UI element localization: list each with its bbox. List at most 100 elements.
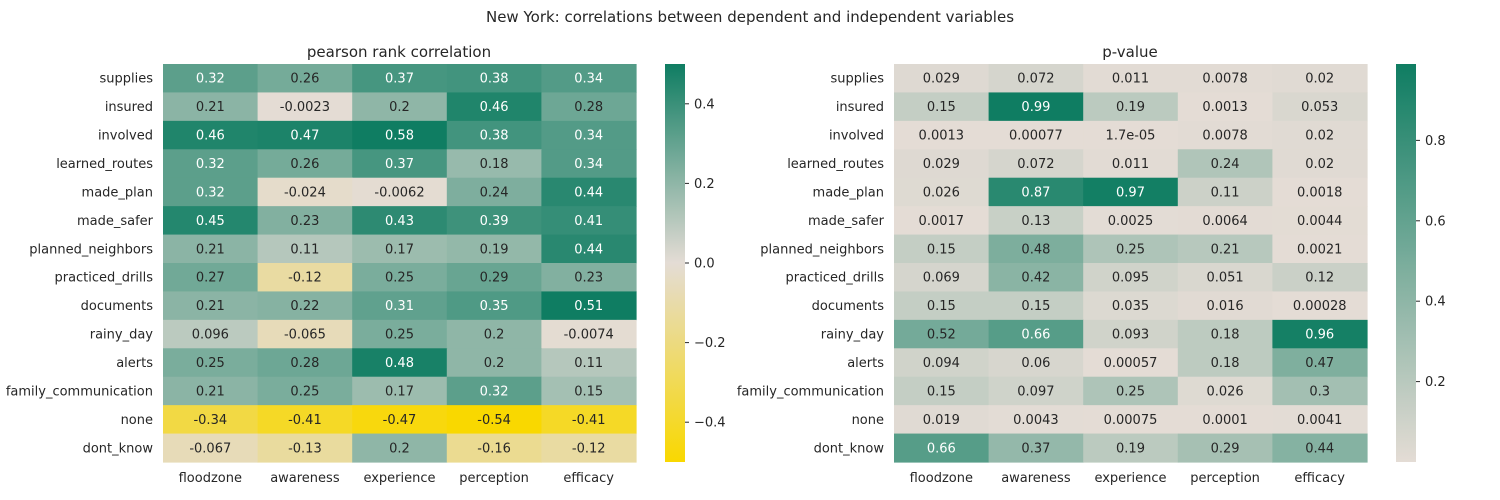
heatmap-left-cell <box>352 120 448 150</box>
heatmap-right-cell-label: 0.0078 <box>1202 72 1248 87</box>
heatmap-right-cell-label: 0.0041 <box>1297 413 1343 428</box>
heatmap-right-cell <box>1083 92 1179 122</box>
heatmap-left-cell <box>352 149 448 179</box>
heatmap-left-cell <box>257 348 353 378</box>
heatmap-left-cell-label: 0.2 <box>484 328 505 343</box>
heatmap-left-cell <box>352 405 448 435</box>
heatmap-right-cell <box>1272 433 1368 463</box>
heatmap-left-cell <box>257 291 353 321</box>
heatmap-right-cell <box>1177 376 1273 406</box>
heatmap-right-cell <box>1083 120 1179 150</box>
heatmap-left-cell-label: 0.34 <box>574 72 603 87</box>
heatmap-left-row-label: insured <box>105 100 153 115</box>
heatmap-left-cell-label: 0.44 <box>574 185 603 200</box>
heatmap-left-cell-label: 0.34 <box>574 157 603 172</box>
heatmap-left-row-label: learned_routes <box>56 157 153 172</box>
heatmap-right-cell <box>988 348 1084 378</box>
heatmap-right-cell-label: 0.18 <box>1211 356 1240 371</box>
heatmap-left-cell <box>446 376 542 406</box>
heatmap-right-cell <box>1177 120 1273 150</box>
heatmap-right-cell <box>1272 376 1368 406</box>
heatmap-left-cell <box>163 234 259 264</box>
colorbar-left-tick-label: 0.4 <box>694 97 715 112</box>
heatmap-left-cell <box>163 64 259 94</box>
heatmap-right-cell-label: 0.016 <box>1206 299 1243 314</box>
heatmap-left-cell-label: -0.12 <box>288 271 322 286</box>
heatmap-right-cell-label: 0.02 <box>1305 129 1334 144</box>
heatmap-left-cell-label: 0.15 <box>574 384 603 399</box>
heatmap-left-cell <box>257 376 353 406</box>
heatmap-right-cell-label: 0.44 <box>1305 441 1334 456</box>
heatmap-left-cell-label: 0.34 <box>574 129 603 144</box>
heatmap-right-cell <box>1272 263 1368 293</box>
heatmap-left-cell-label: 0.51 <box>574 299 603 314</box>
heatmap-right-cell-label: 0.42 <box>1021 271 1050 286</box>
heatmap-left-cell <box>446 405 542 435</box>
heatmap-left-cell <box>541 433 637 463</box>
heatmap-left-cell <box>541 291 637 321</box>
heatmap-right-cell <box>894 291 990 321</box>
heatmap-right-row-label: none <box>852 413 884 428</box>
heatmap-left-cell <box>541 64 637 94</box>
colorbar-right-tick-label: 0.4 <box>1425 295 1446 310</box>
heatmap-left-cell-label: -0.47 <box>383 413 417 428</box>
heatmap-left-cell <box>541 92 637 122</box>
heatmap-left-cell-label: -0.067 <box>189 441 231 456</box>
heatmap-right-cell-label: 0.02 <box>1305 72 1334 87</box>
heatmap-right-cell <box>894 177 990 207</box>
heatmap-right: 0.029 0.072 0.011 0.0078 0.02 0.15 0.99 0.19 0.0… <box>737 64 1368 486</box>
heatmap-right-cell-label: 0.0013 <box>1202 100 1248 115</box>
heatmap-right-cell <box>1177 64 1273 94</box>
heatmap-right-cell <box>988 433 1084 463</box>
heatmap-left-cell-label: 0.23 <box>574 271 603 286</box>
heatmap-left-cell-label: 0.19 <box>480 242 509 257</box>
heatmap-left-cell-label: -0.0062 <box>374 185 424 200</box>
heatmap-left-cell <box>446 319 542 349</box>
heatmap-right-cell <box>1177 319 1273 349</box>
heatmap-right-cell <box>1083 177 1179 207</box>
heatmap-right-cell <box>988 149 1084 179</box>
heatmap-left-cell-label: -0.13 <box>288 441 322 456</box>
heatmap-right-cell-label: 0.019 <box>923 413 960 428</box>
heatmap-left-cell-label: 0.32 <box>196 185 225 200</box>
colorbar-left-tick-label: 0.0 <box>694 257 715 272</box>
heatmap-left-row-label: family_communication <box>6 384 153 399</box>
heatmap-right-cell-label: 0.18 <box>1211 328 1240 343</box>
heatmap-right-cell <box>1083 376 1179 406</box>
colorbar-right-tick-label: 0.2 <box>1425 375 1446 390</box>
heatmap-right-cell-label: 1.7e-05 <box>1106 129 1156 144</box>
heatmap-right-cell-label: 0.21 <box>1211 242 1240 257</box>
heatmap-left-cell-label: 0.22 <box>290 299 319 314</box>
heatmap-left-row-label: rainy_day <box>90 328 154 343</box>
colorbar-left: −0.4 −0.2 0.0 0.2 0.4 <box>665 64 726 462</box>
heatmap-left-row-label: none <box>121 413 153 428</box>
heatmap-left-cell-label: 0.31 <box>385 299 414 314</box>
heatmap-left-cell-label: 0.46 <box>480 100 509 115</box>
heatmap-left-cell <box>446 177 542 207</box>
heatmap-left-cell-label: 0.2 <box>389 100 410 115</box>
heatmap-left-cell <box>541 376 637 406</box>
heatmap-right-cell <box>1083 149 1179 179</box>
heatmap-left-cell <box>352 319 448 349</box>
heatmap-left-cell <box>257 92 353 122</box>
heatmap-left-cell-label: 0.32 <box>196 72 225 87</box>
heatmap-right-cell <box>1177 405 1273 435</box>
heatmap-right-row-label: made_plan <box>813 185 884 200</box>
heatmap-right-cell-label: 0.25 <box>1116 242 1145 257</box>
heatmap-left-cell-label: 0.27 <box>196 271 225 286</box>
heatmap-left-cell <box>352 206 448 236</box>
heatmap-right-row-label: supplies <box>830 72 884 87</box>
heatmap-left-cell <box>352 291 448 321</box>
heatmap-left-cell <box>541 177 637 207</box>
heatmap-right-cell-label: 0.15 <box>1021 299 1050 314</box>
heatmap-right-col-label: efficacy <box>1294 471 1345 486</box>
heatmap-right-cell <box>988 234 1084 264</box>
heatmap-right-cell-label: 0.37 <box>1021 441 1050 456</box>
heatmap-right-cell-label: 0.24 <box>1211 157 1240 172</box>
heatmap-left-cell <box>446 206 542 236</box>
heatmap-right-cell-label: 0.11 <box>1211 185 1240 200</box>
heatmap-left-cell-label: 0.24 <box>480 185 509 200</box>
heatmap-left-cell-label: 0.21 <box>196 242 225 257</box>
heatmap-right-cell <box>988 405 1084 435</box>
heatmap-left-cell-label: 0.26 <box>290 157 319 172</box>
